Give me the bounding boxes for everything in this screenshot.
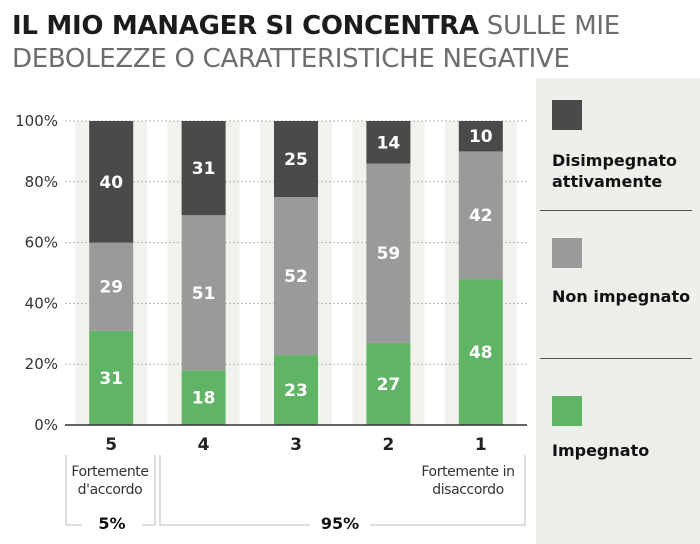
legend-swatch-engaged [552,396,582,426]
x-tick-label: 1 [475,435,487,455]
chart-title-bold: IL MIO MANAGER SI CONCENTRA [12,11,479,41]
bar-segment-engaged [458,279,503,425]
legend-swatch-disengaged [552,100,582,130]
data-label: 48 [469,343,493,363]
data-label: 10 [469,127,493,147]
pct-agree: 5% [82,514,142,533]
stacked-bar-chart: 0% 20% 40% 60% 80% 100% 31 29 40 5 18 51 31 4 23 52 25 3 2… [15,112,527,455]
legend-label-engaged: Impegnato [552,441,650,460]
data-label: 27 [377,375,401,395]
legend-divider [540,358,692,359]
legend-item-engaged: Impegnato [552,396,692,461]
x-tick-label: 4 [198,435,210,455]
bar-segment-disengaged [366,121,411,164]
x-tick-label: 3 [290,435,302,455]
bar-segment-disengaged [274,121,318,197]
y-tick-label: 80% [25,173,58,191]
data-label: 18 [192,389,216,409]
note-strongly-disagree: Fortemente in disaccordo [421,464,515,498]
y-tick-label: 0% [34,416,58,434]
data-label: 23 [284,381,308,401]
legend-item-not-engaged: Non impegnato [552,238,692,307]
bar-segment-engaged [181,370,226,425]
data-label: 25 [284,150,308,170]
bar-segment-engaged [274,355,318,425]
note-brackets [65,455,526,526]
bar-segment-not-engaged [89,242,134,331]
legend: Disimpegnato attivamente Non impegnato I… [536,78,700,544]
legend-label-disengaged: Disimpegnato attivamente [552,151,678,191]
bar-segment-disengaged [89,121,134,243]
data-label: 52 [284,267,308,287]
legend-divider [540,210,692,211]
data-label: 31 [99,369,123,389]
bar-segment-disengaged [181,121,226,216]
legend-label-not-engaged: Non impegnato [552,287,691,306]
pct-disagree: 95% [310,514,370,533]
y-tick-label: 60% [25,234,58,252]
data-label: 14 [377,133,401,153]
data-label: 59 [377,244,401,264]
data-label: 29 [99,278,123,298]
bar-segment-engaged [366,342,411,425]
bar-segment-disengaged [458,121,503,152]
bar-segment-not-engaged [181,215,226,371]
bar-segment-not-engaged [458,151,503,280]
data-label: 40 [99,173,123,193]
bar-segment-engaged [89,330,134,425]
y-tick-label: 20% [25,355,58,373]
note-strongly-agree: Fortemente d'accordo [71,464,149,498]
chart-title: IL MIO MANAGER SI CONCENTRA SULLE MIE DE… [12,10,672,76]
x-tick-label: 2 [382,435,394,455]
bar-segment-not-engaged [366,163,411,343]
y-tick-label: 100% [15,112,58,130]
y-tick-label: 40% [25,294,58,312]
data-label: 51 [192,284,216,304]
data-label: 42 [469,206,493,226]
legend-swatch-not-engaged [552,238,582,268]
chart-title-rest: SULLE MIE DEBOLEZZE O CARATTERISTICHE NE… [12,11,620,74]
legend-item-disengaged: Disimpegnato attivamente [552,100,692,192]
x-tick-label: 5 [105,435,117,455]
data-label: 31 [192,159,216,179]
bar-segment-not-engaged [274,197,318,356]
